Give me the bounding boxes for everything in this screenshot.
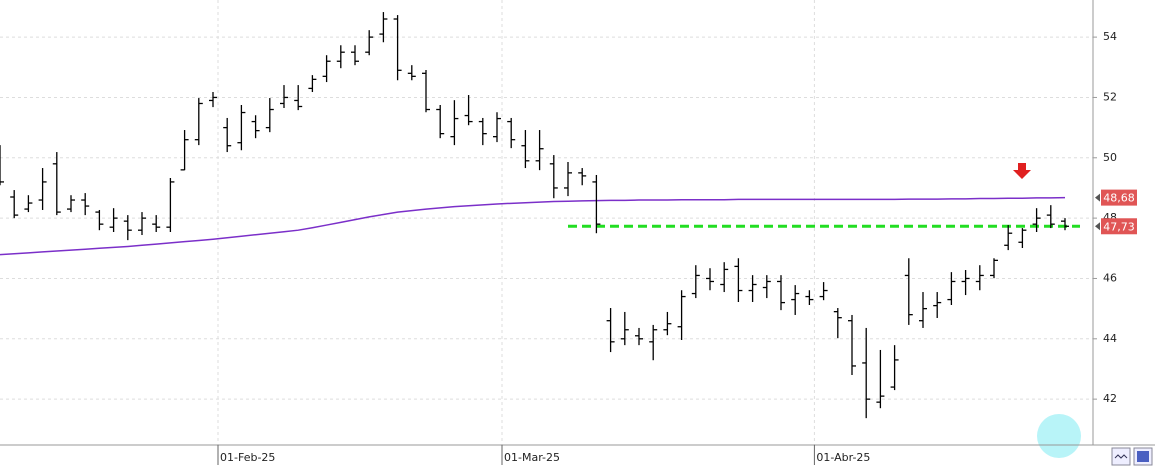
price-label-pointer: [1095, 193, 1100, 202]
y-tick-label: 44: [1103, 332, 1117, 345]
price-label-box: [1101, 218, 1137, 235]
grid: [0, 0, 1093, 445]
y-tick-label: 42: [1103, 392, 1117, 405]
x-tick-label: 01-Abr-25: [816, 451, 870, 464]
price-label-pointer: [1095, 222, 1100, 231]
plot: [0, 12, 1080, 419]
moving-average: [0, 196, 1066, 256]
cursor-highlight: [1037, 414, 1081, 458]
y-tick-label: 54: [1103, 30, 1117, 43]
x-tick-label: 01-Mar-25: [504, 451, 560, 464]
y-tick-label: 50: [1103, 151, 1117, 164]
zoom-button[interactable]: [1111, 447, 1131, 466]
price-label-box: [1101, 189, 1137, 206]
y-tick-label: 46: [1103, 271, 1117, 284]
price-label: 47,73: [1103, 220, 1135, 233]
zoom-icon: [1114, 454, 1128, 459]
signal-arrow: [1013, 163, 1031, 179]
save-icon: [1137, 451, 1149, 462]
y-tick-label: 52: [1103, 90, 1117, 103]
x-tick-label: 01-Feb-25: [220, 451, 275, 464]
price-label: 48,68: [1103, 192, 1135, 205]
